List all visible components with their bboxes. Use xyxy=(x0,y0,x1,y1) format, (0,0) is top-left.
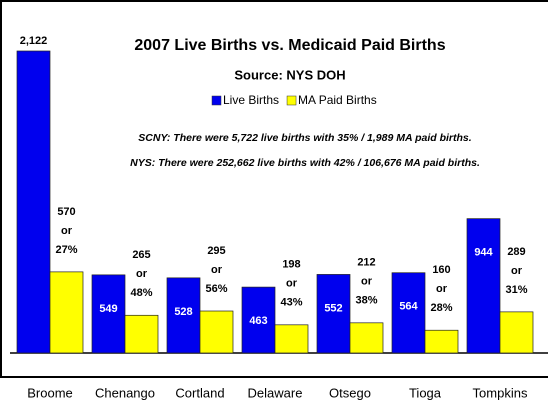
legend-label: Live Births xyxy=(223,93,279,107)
data-label: 43% xyxy=(280,297,302,309)
bar xyxy=(49,271,84,354)
x-tick-label: Cortland xyxy=(175,385,224,400)
data-label: 289 xyxy=(507,246,525,258)
data-label: 552 xyxy=(324,302,342,314)
bar xyxy=(166,277,201,354)
data-label: or xyxy=(136,268,148,280)
data-label: 160 xyxy=(432,264,450,276)
data-label: or xyxy=(511,265,523,277)
x-tick-label: Broome xyxy=(27,385,73,400)
data-label: 570 xyxy=(57,206,75,218)
chart-subtitle: Source: NYS DOH xyxy=(234,67,345,82)
data-label: or xyxy=(286,278,298,290)
bar xyxy=(274,324,309,354)
data-label: 463 xyxy=(249,315,267,327)
data-label: 198 xyxy=(282,259,300,271)
bar xyxy=(124,314,159,354)
data-label: or xyxy=(211,264,223,276)
bar xyxy=(466,218,501,354)
data-label: or xyxy=(436,283,448,295)
frame xyxy=(0,0,548,378)
annotation: NYS: There were 252,662 live births with… xyxy=(130,157,480,169)
bar xyxy=(91,274,126,354)
data-label: 564 xyxy=(399,301,418,313)
annotation: SCNY: There were 5,722 live births with … xyxy=(138,132,471,144)
chart-title: 2007 Live Births vs. Medicaid Paid Birth… xyxy=(134,37,445,54)
data-label: 549 xyxy=(99,303,117,315)
x-tick-label: Otsego xyxy=(329,385,371,400)
legend-swatch xyxy=(286,95,297,106)
data-label: 31% xyxy=(505,284,527,296)
data-label: or xyxy=(61,225,73,237)
x-tick-label: Tompkins xyxy=(473,385,528,400)
data-label: 38% xyxy=(355,295,377,307)
bar xyxy=(16,50,51,354)
data-label: or xyxy=(361,276,373,288)
bar xyxy=(391,272,426,354)
bar xyxy=(424,329,459,354)
bar xyxy=(199,310,234,354)
x-tick-label: Tioga xyxy=(409,385,442,400)
bar xyxy=(349,322,384,354)
data-label: 528 xyxy=(174,306,192,318)
data-label: 27% xyxy=(55,244,77,256)
data-label: 56% xyxy=(205,283,227,295)
legend-swatch xyxy=(211,95,222,106)
bar xyxy=(499,311,534,354)
x-tick-label: Delaware xyxy=(248,385,303,400)
data-label: 28% xyxy=(430,302,452,314)
data-label: 265 xyxy=(132,249,150,261)
data-label: 212 xyxy=(357,257,375,269)
data-label: 2,122 xyxy=(20,35,48,47)
data-label: 48% xyxy=(130,287,152,299)
legend-label: MA Paid Births xyxy=(298,93,377,107)
data-label: 944 xyxy=(474,247,493,259)
bar xyxy=(241,286,276,354)
x-tick-label: Chenango xyxy=(95,385,155,400)
bar xyxy=(316,274,351,354)
data-label: 295 xyxy=(207,245,225,257)
